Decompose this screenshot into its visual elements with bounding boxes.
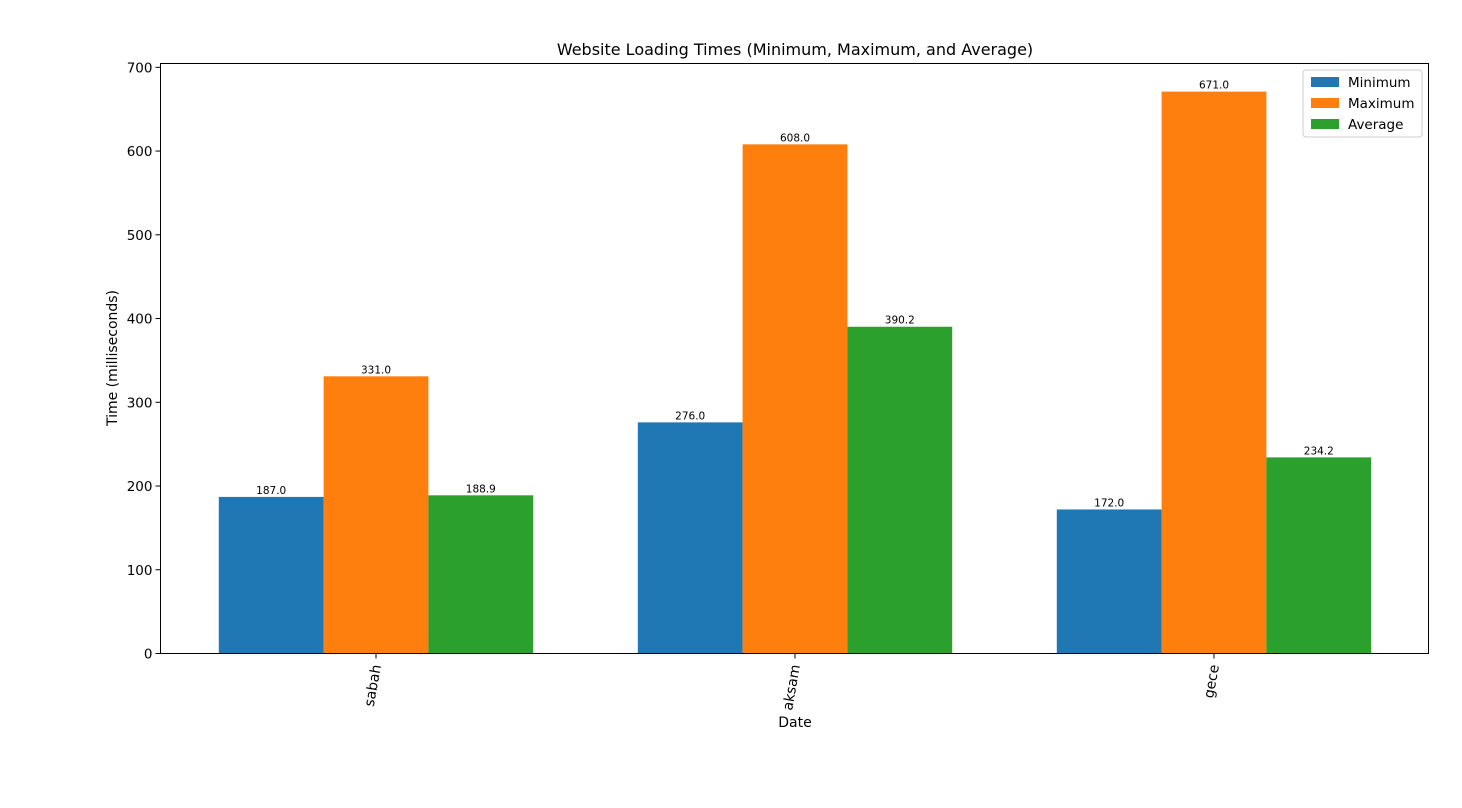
bar-value-labels: 187.0 276.0 172.0 331.0 608.0 671.0 188.9 390.2… [256,80,1334,510]
bar-maximum-gece [1161,91,1267,654]
y-tick-label: 400 [127,312,153,328]
bar-average-gece [1266,457,1372,654]
bar-label-average-gece: 234.2 [1304,445,1334,457]
bar-label-average-aksam: 390.2 [885,315,915,327]
bar-label-average-sabah: 188.9 [466,483,496,495]
legend-swatch-average [1311,119,1339,129]
y-tick-label: 200 [127,479,153,495]
legend-label-average: Average [1348,117,1403,133]
legend-swatch-maximum [1311,98,1339,108]
legend-swatch-minimum [1311,77,1339,87]
y-tick-label: 0 [144,647,153,663]
y-tick-label: 100 [127,563,153,579]
bar-maximum-sabah [323,376,429,654]
legend-label-minimum: Minimum [1348,75,1411,91]
bar-minimum-aksam [637,422,743,654]
bar-label-maximum-aksam: 608.0 [780,132,810,144]
bar-label-minimum-sabah: 187.0 [256,485,286,497]
x-axis-label: Date [778,715,811,731]
bar-average-aksam [847,326,953,654]
y-axis-label: Time (milliseconds) [105,290,121,427]
bars-layer [218,91,1372,654]
bar-label-minimum-gece: 172.0 [1094,497,1124,509]
x-tick-label-sabah: sabah [362,663,385,707]
y-axis: 0 100 200 300 400 500 600 700 [127,60,161,663]
x-axis: sabah aksam gece [362,653,1223,712]
y-tick-label: 300 [127,395,153,411]
legend-label-maximum: Maximum [1348,96,1415,112]
chart-title: Website Loading Times (Minimum, Maximum,… [557,40,1033,59]
plot-frame [160,63,1429,654]
x-tick-label-aksam: aksam [780,663,804,711]
y-tick-label: 700 [127,60,153,76]
bar-label-maximum-gece: 671.0 [1199,80,1229,92]
bar-minimum-gece [1056,509,1162,654]
y-tick-label: 600 [127,144,153,160]
bar-maximum-aksam [742,144,848,654]
bar-label-minimum-aksam: 276.0 [675,410,705,422]
y-tick-label: 500 [127,228,153,244]
bar-label-maximum-sabah: 331.0 [361,364,391,376]
x-tick-label-gece: gece [1201,663,1223,699]
bar-minimum-sabah [218,496,324,654]
bar-average-sabah [428,495,534,654]
legend: Minimum Maximum Average [1302,69,1423,138]
